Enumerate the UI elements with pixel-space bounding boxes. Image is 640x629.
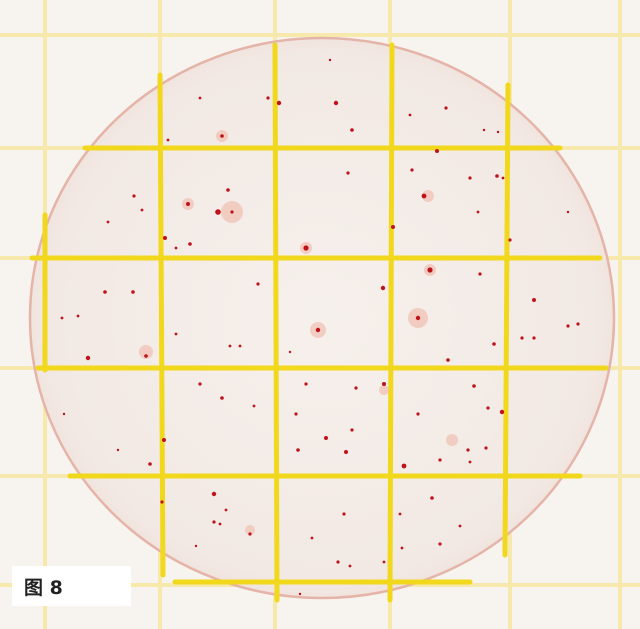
plate-grid (29, 42, 609, 603)
figure-label: 图 8 (12, 566, 131, 606)
plate-disc (28, 36, 616, 600)
colonies (60, 58, 580, 596)
